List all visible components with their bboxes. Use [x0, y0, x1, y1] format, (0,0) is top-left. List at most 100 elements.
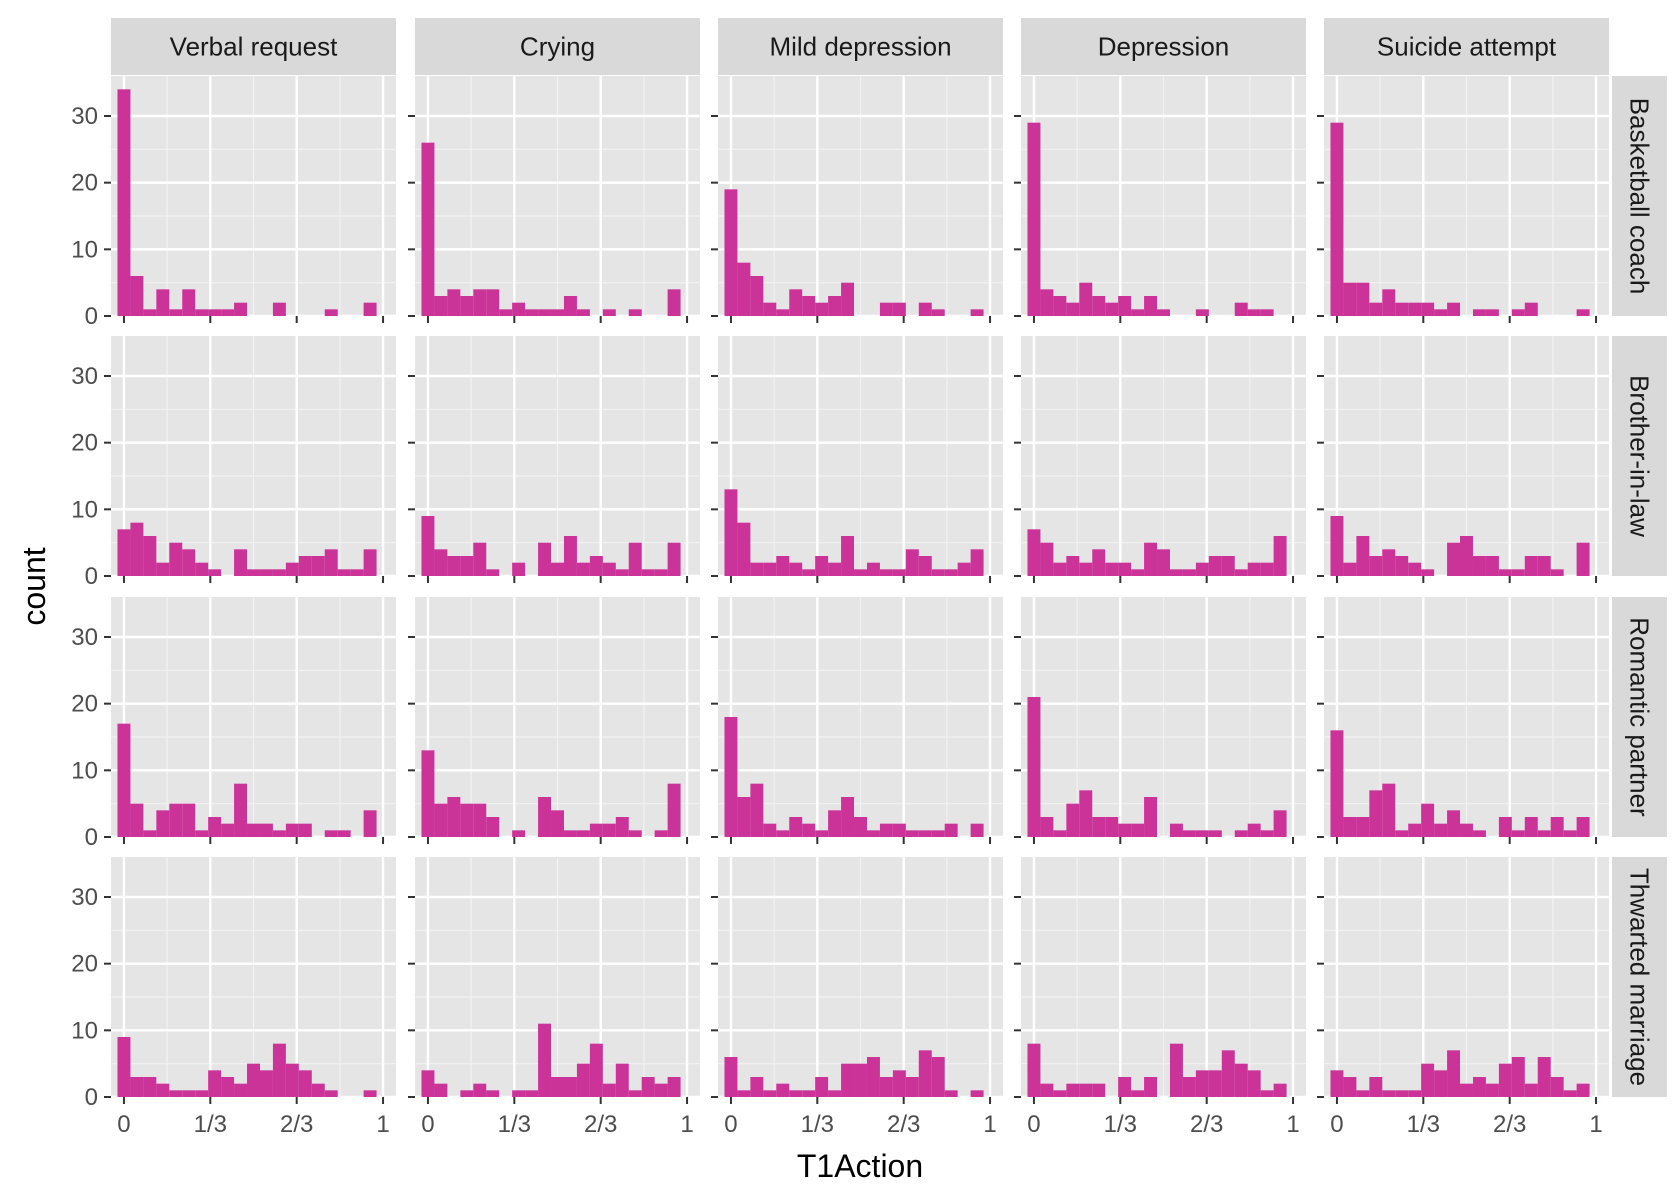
histogram-bar — [828, 296, 842, 316]
histogram-bar — [1343, 817, 1357, 837]
histogram-bar — [1118, 296, 1132, 316]
histogram-bar — [234, 783, 248, 837]
column-strip-label: Depression — [1098, 32, 1230, 62]
histogram-bar — [525, 1090, 539, 1097]
histogram-bar — [1343, 282, 1357, 316]
column-strip-label: Crying — [520, 32, 595, 62]
histogram-bar — [130, 803, 144, 837]
histogram-bar — [1524, 817, 1538, 837]
panel-thwarted-marriage-depression — [1021, 857, 1306, 1099]
histogram-bar — [628, 830, 642, 837]
panel-brother-in-law-suicide-attempt — [1324, 336, 1609, 578]
panel-basketball-coach-depression — [1021, 76, 1306, 318]
histogram-bar — [1092, 296, 1106, 316]
histogram-bar — [815, 830, 829, 837]
histogram-bar — [841, 797, 855, 837]
x-tick-label: 0 — [724, 1111, 737, 1138]
histogram-bar — [602, 309, 616, 316]
histogram-bar — [1472, 830, 1486, 837]
histogram-bar — [918, 830, 932, 837]
column-strip-label: Suicide attempt — [1377, 32, 1557, 62]
histogram-bar — [460, 803, 474, 837]
histogram-bar — [905, 1077, 919, 1097]
x-tick-label: 1/3 — [1104, 1111, 1137, 1138]
histogram-bar — [247, 823, 260, 837]
histogram-bar — [363, 1090, 377, 1097]
histogram-bar — [750, 1077, 764, 1097]
panel-brother-in-law-depression — [1021, 336, 1306, 578]
histogram-bar — [1330, 1070, 1344, 1097]
histogram-bar — [486, 569, 500, 576]
histogram-bar — [1273, 1083, 1287, 1097]
histogram-bar — [789, 1090, 803, 1097]
histogram-bar — [1234, 569, 1248, 576]
histogram-bar — [576, 830, 590, 837]
histogram-bar — [724, 1057, 738, 1097]
histogram-bar — [1234, 1063, 1248, 1097]
histogram-bar — [615, 817, 629, 837]
histogram-bar — [866, 830, 880, 837]
histogram-bar — [654, 569, 668, 576]
y-tick-label: 20 — [71, 170, 98, 197]
histogram-bar — [1563, 1090, 1577, 1097]
histogram-bar — [1343, 562, 1357, 576]
histogram-bar — [1498, 1063, 1512, 1097]
histogram-bar — [1511, 1057, 1525, 1097]
x-tick-label: 2/3 — [887, 1111, 920, 1138]
histogram-bar — [1260, 830, 1274, 837]
histogram-bar — [551, 810, 564, 837]
histogram-bar — [363, 302, 377, 316]
y-tick-label: 0 — [85, 303, 98, 330]
histogram-bar — [1421, 1063, 1435, 1097]
histogram-bar — [1460, 536, 1473, 576]
histogram-bar — [789, 562, 803, 576]
histogram-bar — [460, 1090, 474, 1097]
histogram-bar — [641, 569, 655, 576]
histogram-bar — [667, 783, 681, 837]
histogram-bar — [1040, 1083, 1054, 1097]
histogram-bar — [879, 302, 893, 316]
column-strip-label: Verbal request — [170, 32, 338, 62]
histogram-bar — [486, 289, 500, 316]
histogram-bar — [298, 1070, 312, 1097]
x-tick-label: 1 — [983, 1111, 996, 1138]
histogram-bar — [892, 823, 906, 837]
histogram-bar — [1195, 830, 1209, 837]
histogram-bar — [628, 309, 642, 316]
histogram-bar — [1485, 556, 1499, 576]
histogram-bar — [1395, 1090, 1409, 1097]
histogram-bar — [879, 823, 893, 837]
histogram-bar — [208, 817, 222, 837]
histogram-bar — [1369, 1077, 1383, 1097]
histogram-bar — [1408, 562, 1422, 576]
panel-brother-in-law-verbal-request — [111, 336, 396, 578]
y-tick-label: 30 — [71, 363, 98, 390]
histogram-bar — [1447, 810, 1461, 837]
x-tick-label: 1/3 — [194, 1111, 227, 1138]
histogram-bar — [285, 1063, 299, 1097]
histogram-bar — [259, 823, 273, 837]
histogram-bar — [551, 1077, 564, 1097]
histogram-bar — [1498, 817, 1512, 837]
column-strip — [1324, 18, 1609, 75]
histogram-bar — [221, 823, 235, 837]
histogram-bar — [130, 1077, 144, 1097]
histogram-bar — [1421, 302, 1435, 316]
histogram-bar — [182, 803, 196, 837]
histogram-bar — [628, 1090, 642, 1097]
histogram-bar — [473, 289, 487, 316]
histogram-bar — [589, 1043, 603, 1097]
histogram-bar — [1195, 309, 1209, 316]
histogram-bar — [667, 289, 681, 316]
histogram-bar — [1027, 697, 1041, 837]
histogram-bar — [970, 309, 984, 316]
histogram-bar — [221, 309, 235, 316]
histogram-bar — [841, 536, 855, 576]
histogram-bar — [724, 717, 738, 837]
histogram-bar — [337, 830, 351, 837]
histogram-bar — [1524, 302, 1538, 316]
histogram-bar — [1079, 282, 1093, 316]
histogram-bar — [667, 542, 681, 576]
histogram-bar — [789, 817, 803, 837]
histogram-bar — [1576, 309, 1590, 316]
